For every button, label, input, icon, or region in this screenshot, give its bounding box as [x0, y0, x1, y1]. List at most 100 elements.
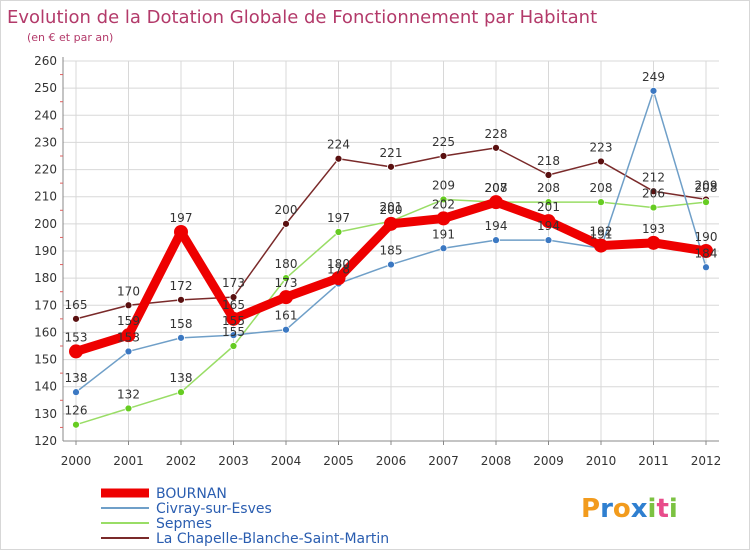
- y-tick-label: 190: [34, 244, 57, 258]
- y-tick-label: 160: [34, 325, 57, 339]
- data-label: 192: [590, 225, 613, 239]
- data-label: 202: [432, 197, 455, 211]
- data-label: 185: [380, 244, 403, 258]
- proxiti-logo: Proxiti: [581, 494, 678, 524]
- data-label: 178: [327, 263, 350, 277]
- data-point: [124, 301, 133, 310]
- data-point: [72, 420, 80, 429]
- data-point: [334, 228, 343, 236]
- data-point: [229, 342, 238, 350]
- data-label: 173: [222, 276, 245, 290]
- data-point: [439, 244, 448, 253]
- data-label: 191: [432, 227, 455, 241]
- data-label: 228: [485, 127, 508, 141]
- data-label: 218: [537, 154, 560, 168]
- grid: [63, 60, 719, 442]
- data-label: 209: [432, 178, 455, 192]
- data-label: 206: [642, 187, 665, 201]
- data-point: [597, 157, 605, 166]
- data-point: [72, 314, 80, 323]
- data-label: 201: [537, 200, 560, 214]
- data-label: 212: [642, 170, 665, 184]
- data-label: 200: [275, 203, 298, 217]
- data-point: [331, 271, 346, 286]
- data-label: 223: [590, 140, 613, 154]
- x-tick-label: 2007: [428, 454, 459, 468]
- x-tick-label: 2009: [533, 454, 564, 468]
- data-point: [544, 236, 553, 245]
- chart-title: Evolution de la Dotation Globale de Fonc…: [7, 7, 597, 28]
- data-label: 249: [642, 70, 665, 84]
- y-tick-label: 120: [34, 434, 57, 448]
- data-label: 224: [327, 138, 350, 152]
- data-label: 209: [695, 178, 718, 192]
- y-tick-label: 180: [34, 271, 57, 285]
- data-point: [699, 244, 713, 258]
- data-point: [121, 328, 136, 343]
- data-point: [177, 333, 185, 342]
- data-label: 159: [117, 314, 140, 328]
- data-label: 153: [117, 330, 140, 344]
- y-tick-label: 130: [34, 407, 57, 421]
- data-point: [334, 154, 343, 163]
- data-point: [124, 347, 133, 356]
- data-label: 165: [222, 298, 245, 312]
- x-tick-label: 2008: [481, 454, 512, 468]
- data-point: [177, 295, 185, 304]
- data-point: [72, 388, 80, 397]
- data-label: 158: [170, 317, 193, 331]
- data-point: [282, 219, 290, 228]
- y-tick-label: 250: [34, 81, 57, 95]
- y-tick-label: 210: [34, 190, 57, 204]
- y-tick-label: 140: [34, 380, 57, 394]
- data-point: [541, 214, 556, 229]
- data-point: [439, 152, 448, 160]
- data-point: [69, 344, 83, 359]
- legend-label: La Chapelle-Blanche-Saint-Martin: [156, 531, 389, 547]
- data-label: 132: [117, 387, 140, 401]
- data-label: 225: [432, 135, 455, 149]
- data-point: [229, 331, 238, 340]
- data-point: [174, 225, 188, 239]
- data-point: [649, 86, 658, 95]
- data-label: 193: [642, 222, 665, 236]
- data-label: 194: [537, 219, 560, 233]
- data-point: [124, 404, 133, 413]
- data-label: 208: [537, 181, 560, 195]
- data-label: 194: [485, 219, 508, 233]
- x-tick-label: 2001: [113, 454, 144, 468]
- y-tick-label: 230: [34, 135, 57, 149]
- data-label: 208: [590, 181, 613, 195]
- x-tick-label: 2006: [376, 454, 407, 468]
- data-label: 153: [65, 330, 88, 344]
- data-label: 208: [695, 181, 718, 195]
- data-point: [439, 195, 448, 204]
- axes: 120 130 140 150 160 170 180 190 200 210 220 230 240 2…: [34, 54, 721, 468]
- data-label: 173: [275, 276, 298, 290]
- data-point: [387, 162, 395, 171]
- legend-label: Sepmes: [156, 516, 212, 532]
- data-point: [702, 263, 710, 272]
- data-point: [649, 203, 658, 212]
- data-point: [229, 293, 238, 302]
- chart-subtitle: (en € et par an): [27, 31, 113, 44]
- data-label: 221: [380, 146, 403, 160]
- y-tick-label: 240: [34, 108, 57, 122]
- y-tick-label: 170: [34, 298, 57, 312]
- data-label: 208: [485, 181, 508, 195]
- data-labels: 165 170 172 173 200 224 221 225 228 218 223 212 209 1…: [65, 70, 718, 418]
- data-label: 180: [275, 257, 298, 271]
- data-label: 191: [590, 227, 613, 241]
- data-point: [387, 260, 395, 269]
- data-label: 201: [380, 200, 403, 214]
- x-tick-label: 2010: [586, 454, 617, 468]
- x-tick-label: 2011: [638, 454, 669, 468]
- data-point: [492, 236, 500, 245]
- data-label: 170: [117, 284, 140, 298]
- data-point: [226, 311, 241, 326]
- data-point: [489, 195, 503, 210]
- data-label: 180: [327, 257, 350, 271]
- x-tick-label: 2002: [166, 454, 197, 468]
- series: [69, 86, 713, 429]
